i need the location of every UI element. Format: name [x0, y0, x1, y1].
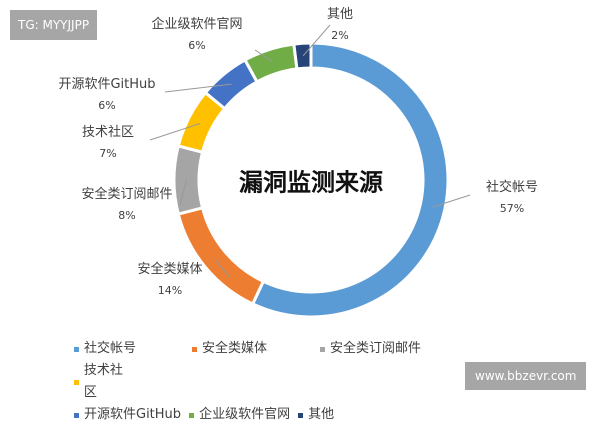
data-label-value: 6%	[98, 99, 116, 112]
data-label-value: 57%	[499, 202, 525, 215]
watermark-top-left: TG: MYYJJPP	[10, 10, 98, 40]
legend-label: 其他	[308, 407, 335, 422]
chart-title: 漏洞监测来源	[239, 167, 383, 197]
donut-slice-2	[172, 144, 205, 216]
legend-item-0: 社交帐号	[74, 338, 184, 360]
data-label-6: 其他 2%	[327, 7, 353, 44]
legend-swatch	[74, 379, 79, 385]
data-label-5: 企业级软件官网 6%	[151, 17, 242, 54]
legend-swatch	[74, 346, 79, 352]
data-label-name: 安全类媒体	[137, 262, 203, 277]
legend-item-1: 安全类媒体	[192, 338, 312, 360]
donut-slice-0	[250, 41, 450, 319]
watermark-bottom-right: www.bbzevr.com	[465, 362, 587, 390]
donut-slice-5	[242, 42, 299, 84]
legend-label: 安全类订阅邮件	[330, 341, 422, 356]
data-label-name: 其他	[326, 7, 354, 22]
donut-slice-6	[292, 41, 313, 71]
leader-line-1	[214, 259, 231, 279]
data-label-value: 2%	[331, 29, 349, 42]
data-label-0: 社交帐号 57%	[486, 180, 538, 217]
legend-item-6: 其他	[298, 404, 334, 426]
legend-swatch	[192, 346, 197, 352]
data-label-3: 技术社区 7%	[82, 125, 134, 162]
legend: 社交帐号 安全类媒体 安全类订阅邮件技术社区开源软件GitHub 企业级软件官网 其他	[74, 338, 494, 426]
legend-item-5: 企业级软件官网	[189, 404, 290, 426]
data-label-value: 7%	[99, 147, 117, 160]
legend-label: 企业级软件官网	[199, 407, 291, 422]
data-label-value: 6%	[188, 39, 206, 52]
data-label-name: 安全类订阅邮件	[81, 187, 173, 202]
legend-swatch	[74, 412, 79, 418]
data-label-name: 技术社区	[81, 125, 135, 140]
donut-chart	[149, 24, 471, 319]
data-label-value: 8%	[118, 209, 136, 222]
data-label-name: 企业级软件官网	[151, 17, 243, 32]
legend-item-4: 开源软件GitHub	[74, 404, 181, 426]
data-label-2: 安全类订阅邮件 8%	[81, 187, 172, 224]
legend-label: 开源软件GitHub	[84, 407, 182, 422]
legend-label: 社交帐号	[84, 341, 137, 356]
legend-label: 技术社区	[83, 363, 123, 400]
leader-line-4	[164, 83, 232, 93]
legend-item-3: 技术社区	[74, 360, 134, 404]
leader-line-3	[149, 123, 201, 141]
data-label-name: 开源软件GitHub	[58, 77, 156, 92]
data-label-name: 社交帐号	[485, 180, 539, 195]
legend-swatch	[189, 412, 195, 418]
legend-label: 安全类媒体	[202, 341, 268, 356]
legend-swatch	[298, 412, 304, 418]
leader-line-5	[254, 49, 273, 63]
leader-line-0	[432, 194, 471, 208]
legend-item-2: 安全类订阅邮件	[320, 338, 442, 360]
data-label-value: 14%	[157, 284, 183, 297]
data-label-1: 安全类媒体 14%	[137, 262, 202, 299]
leader-line-2	[179, 179, 187, 206]
leader-line-6	[302, 24, 331, 57]
data-label-4: 开源软件GitHub 6%	[58, 77, 155, 114]
legend-swatch	[320, 346, 325, 352]
